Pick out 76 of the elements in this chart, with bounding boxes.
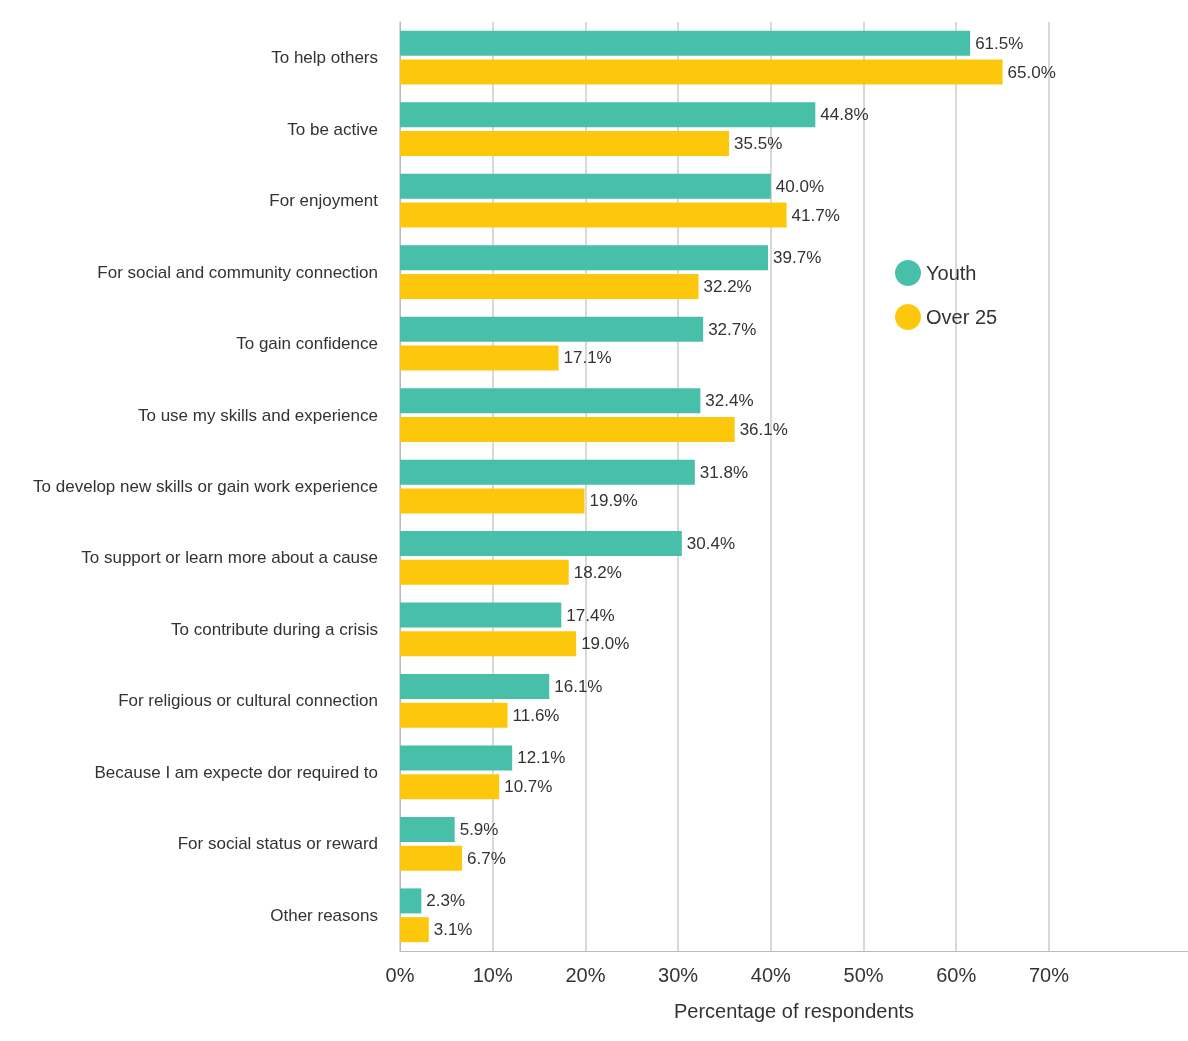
- data-label: 30.4%: [686, 534, 736, 554]
- x-tick-label: 20%: [565, 964, 606, 986]
- bar: [400, 531, 682, 557]
- data-label: 10.7%: [504, 777, 553, 797]
- data-label: 31.8%: [699, 462, 749, 482]
- y-tick-label: To contribute during a crisis: [171, 619, 378, 639]
- y-tick-label: To develop new skills or gain work experience: [33, 477, 378, 496]
- bar: [400, 845, 463, 871]
- bar: [400, 416, 735, 442]
- y-tick-label: For social status or reward: [177, 834, 378, 854]
- x-tick-label: 0%: [385, 964, 415, 986]
- data-label: 17.1%: [563, 348, 612, 368]
- data-label: 12.1%: [517, 748, 566, 768]
- y-tick-label: For religious or cultural connection: [118, 691, 378, 711]
- bar: [400, 388, 701, 414]
- x-tick-label: 40%: [750, 964, 792, 986]
- x-axis-title: Percentage of respondents: [673, 1000, 915, 1022]
- bar: [400, 131, 730, 157]
- bar: [400, 273, 699, 299]
- legend-label: Over 25: [926, 306, 998, 328]
- data-label: 6.7%: [467, 848, 506, 868]
- y-tick-label: Other reasons: [270, 905, 378, 925]
- y-tick-label: Because I am expecte dor required to: [94, 762, 378, 782]
- y-tick-label: For enjoyment: [269, 191, 379, 211]
- bar: [400, 202, 787, 228]
- bar: [400, 173, 771, 199]
- data-label: 65.0%: [1007, 62, 1056, 82]
- data-label: 39.7%: [773, 248, 822, 268]
- y-tick-label: To gain confidence: [236, 334, 378, 354]
- data-label: 41.7%: [791, 205, 840, 225]
- y-tick-label: To use my skills and experience: [137, 405, 378, 425]
- data-label: 35.5%: [734, 134, 783, 154]
- data-label: 2.3%: [426, 891, 466, 911]
- data-label: 61.5%: [975, 33, 1024, 53]
- data-label: 44.8%: [820, 105, 869, 125]
- data-label: 32.2%: [703, 276, 752, 296]
- x-tick-label: 10%: [472, 964, 513, 986]
- bar: [400, 559, 569, 585]
- x-tick-label: 60%: [936, 964, 977, 986]
- data-label: 19.0%: [581, 634, 630, 654]
- bar: [400, 702, 508, 728]
- bar: [400, 245, 769, 271]
- y-tick-label: To support or learn more about a cause: [81, 548, 378, 568]
- data-label: 19.9%: [589, 491, 638, 511]
- bar: [400, 888, 422, 914]
- bar: [400, 102, 816, 128]
- legend-label: Youth: [926, 262, 977, 284]
- bar: [400, 345, 559, 371]
- bar: [400, 774, 500, 800]
- x-tick-label: 50%: [843, 964, 884, 986]
- data-label: 32.4%: [705, 391, 754, 411]
- x-tick-label: 70%: [1028, 964, 1070, 986]
- x-tick-label: 30%: [658, 964, 699, 986]
- data-label: 11.6%: [512, 705, 560, 725]
- data-label: 16.1%: [554, 677, 603, 697]
- data-label: 17.4%: [566, 605, 615, 625]
- bar: [400, 316, 704, 342]
- bar: [400, 488, 585, 514]
- bar: [400, 917, 429, 943]
- bar: [400, 30, 971, 56]
- bar: [400, 59, 1003, 85]
- bar: [400, 674, 550, 700]
- data-label: 36.1%: [739, 419, 788, 439]
- bar: [400, 459, 695, 485]
- y-tick-label: To be active: [287, 119, 378, 139]
- data-label: 32.7%: [708, 319, 757, 339]
- y-tick-label: To help others: [271, 48, 378, 68]
- bar: [400, 631, 577, 657]
- data-label: 18.2%: [573, 562, 622, 582]
- bar: [400, 602, 562, 628]
- bar: [400, 745, 513, 771]
- bar: [400, 816, 455, 842]
- data-label: 3.1%: [433, 920, 473, 940]
- data-label: 40.0%: [775, 176, 825, 196]
- data-label: 5.9%: [459, 819, 499, 839]
- y-tick-label: For social and community connection: [97, 262, 378, 282]
